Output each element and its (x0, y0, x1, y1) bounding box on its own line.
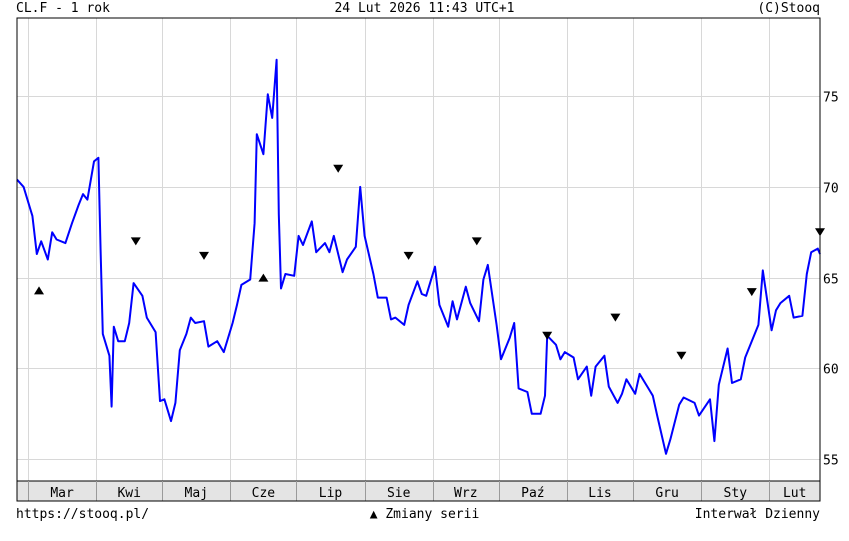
series-line (16, 58, 821, 455)
copyright-label: (C)Stooq (757, 1, 820, 16)
y-tick-label: 55 (823, 454, 839, 469)
y-tick-label: 75 (823, 91, 839, 106)
series-change-down-marker (403, 251, 414, 260)
x-axis-band (17, 481, 820, 501)
x-tick-label: Gru (655, 486, 678, 501)
interval-label: Interwał Dzienny (694, 507, 820, 522)
chart-title: CL.F - 1 rok (16, 1, 110, 16)
plot-frame (16, 17, 821, 502)
x-tick-label: Maj (185, 486, 208, 501)
series-change-down-marker (333, 164, 344, 173)
y-tick-label: 70 (823, 182, 839, 197)
series-change-down-marker (199, 251, 209, 260)
x-tick-label: Wrz (454, 486, 477, 501)
series-change-down-marker (746, 288, 757, 297)
series-change-down-marker (676, 351, 687, 360)
series-change-down-marker (542, 331, 553, 340)
price-series (16, 58, 821, 455)
chart-timestamp: 24 Lut 2026 11:43 UTC+1 (334, 1, 515, 16)
x-tick-label: Paź (521, 486, 544, 501)
series-change-down-marker (610, 313, 621, 322)
x-axis-bar (17, 480, 820, 501)
x-tick-label: Sty (724, 486, 748, 501)
source-link[interactable]: https://stooq.pl/ (16, 507, 150, 522)
y-tick-label: 65 (823, 273, 839, 288)
x-axis-labels: Mar Kwi Maj Cze Lip Sie Wrz Paź Lis Gru Sty Lut (50, 486, 806, 501)
legend-series-changes: ▲ Zmiany serii (0, 506, 849, 524)
series-change-down-marker (130, 237, 141, 246)
x-tick-label: Mar (50, 486, 74, 501)
legend-label: Zmiany serii (385, 507, 480, 522)
series-change-markers (34, 164, 825, 360)
x-tick-label: Kwi (117, 486, 140, 501)
x-tick-label: Cze (252, 486, 276, 501)
series-change-up-marker (34, 286, 44, 295)
series-change-up-marker (258, 273, 269, 282)
x-tick-label: Lip (319, 486, 343, 501)
x-tick-label: Lut (783, 486, 806, 501)
x-tick-label: Lis (588, 486, 611, 501)
grid-lines (17, 18, 820, 481)
x-tick-label: Sie (387, 486, 411, 501)
series-change-down-marker (471, 237, 482, 246)
y-tick-label: 60 (823, 363, 839, 378)
triangle-up-icon: ▲ (369, 507, 378, 522)
y-axis-labels: 55 60 65 70 75 (823, 91, 839, 469)
